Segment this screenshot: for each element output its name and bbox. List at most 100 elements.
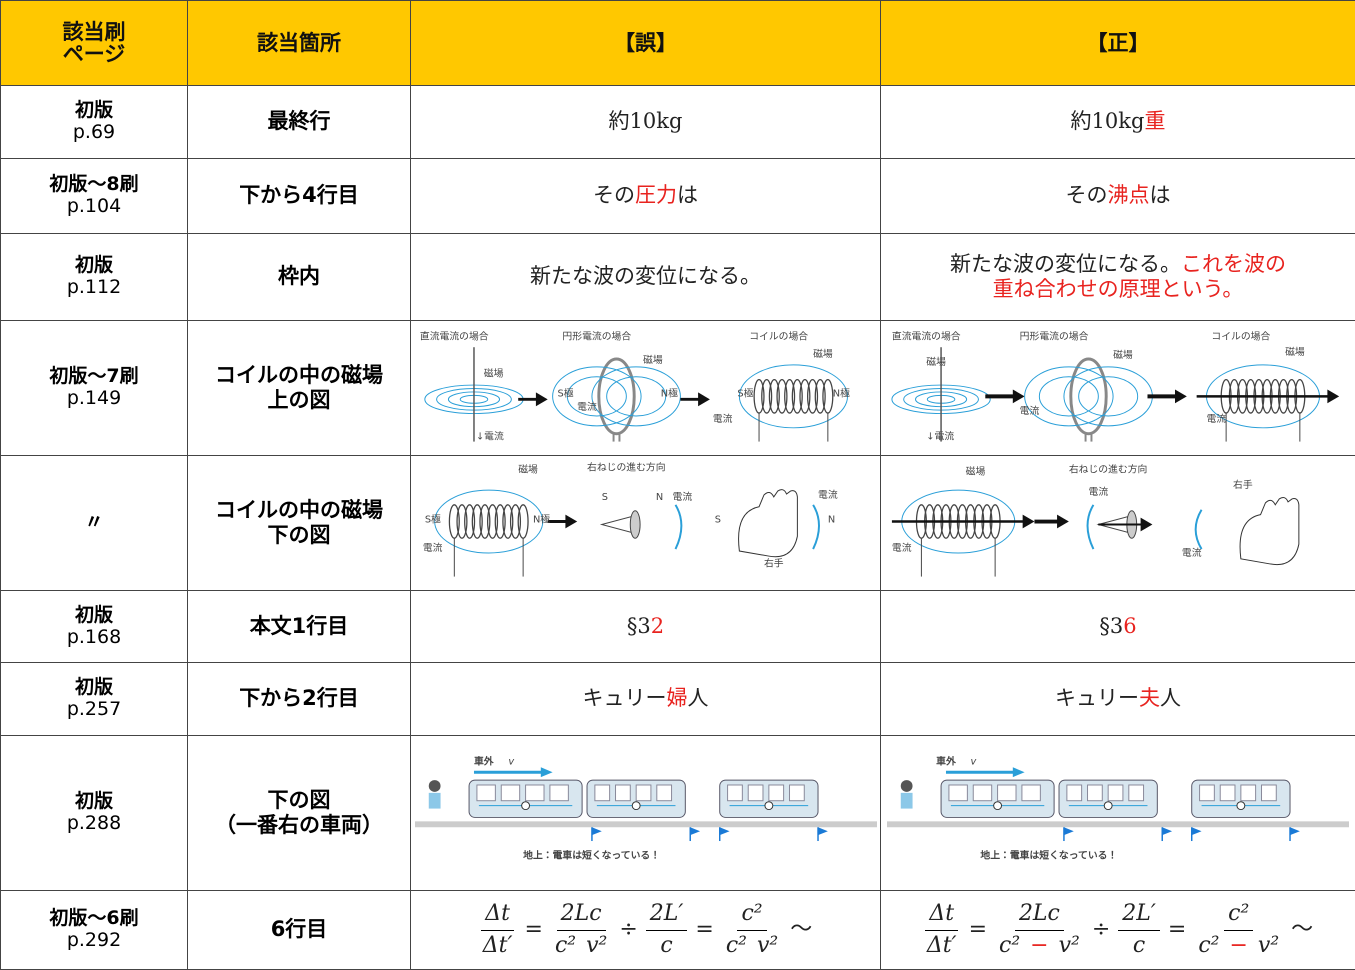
line: 下から4行目 [188,183,410,208]
figure-shape [601,516,630,532]
wrong-cell: その圧力は [411,159,881,234]
denominator: c [656,931,676,959]
text-segment: 約10kg [609,109,683,133]
operator: 〜 [1291,917,1313,943]
figure-shape [656,784,671,800]
figure-label: コイルの場合 [1211,329,1270,342]
page-line: p.149 [1,388,187,410]
figure-shape [525,784,543,800]
text-segment: c² [999,933,1020,959]
page-line: p.168 [1,627,187,649]
figure-shape [1108,784,1123,800]
figure-shape [1237,801,1245,809]
correct-cell: 約10kg重 [881,86,1355,159]
page-line: 初版 [1,677,187,699]
figure-shape [813,504,819,548]
line: 最終行 [188,109,410,134]
figure-shape [594,784,609,800]
text-segment: Δt′ [927,933,957,959]
figure-shape [1175,389,1187,403]
figure-shape [521,801,529,809]
figure-label: N極 [660,386,677,399]
figure-shape [1064,366,1152,425]
figure-shape [1023,514,1035,528]
line: 該当刷 [1,21,187,43]
figure-label: N極 [532,512,549,525]
figure-shape [632,801,640,809]
numerator: 2Lc [1015,901,1064,930]
figure-label: v [971,756,977,767]
location-cell: コイルの中の磁場上の図 [188,321,411,456]
operator: = [969,917,987,943]
fraction: 2L′c [646,901,688,959]
figure-label: 円形電流の場合 [1020,329,1089,342]
figure-label: N [827,514,834,525]
text-segment: 2Lc [1019,901,1060,926]
text-segment: 婦 [667,686,688,710]
wrong-cell: キュリー婦人 [411,663,881,736]
figure-shape [748,784,763,800]
correct-cell: その沸点は [881,159,1355,234]
text-segment: Δt [929,901,954,926]
operator: 〜 [790,917,812,943]
denominator: Δt′ [479,931,517,959]
fraction: 2L′c [1118,901,1160,959]
wrong-cell: §32 [411,591,881,663]
figure-shape [1022,784,1040,800]
text-segment: c² [1228,901,1249,926]
column-header: 【誤】 [411,1,881,86]
figure-label: 車外 [936,754,957,767]
denominator: Δt′ [923,931,961,959]
figure-label: 直流電流の場合 [892,329,961,342]
figure-shape [815,379,825,412]
figure-shape [591,827,601,835]
figure-label: S [601,491,607,502]
figure-shape [1262,784,1277,800]
figure-label: 電流 [672,490,692,502]
figure-shape [487,504,497,537]
figure-shape [1057,514,1069,528]
figure-shape [807,379,817,412]
text-segment: c² [726,933,747,959]
figure-shape [476,784,494,800]
text-segment: 人 [1160,686,1181,710]
correct-cell: 直流電流の場合磁場↓電流円形電流の場合磁場電流コイルの場合磁場電流 [881,321,1355,456]
figure-label: 磁場 [926,354,946,367]
figure-label: 電流 [1020,405,1040,417]
text-segment: は [1150,183,1171,207]
location-cell: 枠内 [188,234,411,321]
text-line: 重ね合わせの原理という。 [881,277,1355,302]
page-line: 初版〜8刷 [1,174,187,196]
figure-shape [549,784,567,800]
figure-shape [1067,784,1082,800]
figure-shape [510,504,520,537]
correct-cell: 新たな波の変位になる。これを波の重ね合わせの原理という。 [881,234,1355,321]
line: 【正】 [881,32,1355,54]
text-segment: 6 [1123,614,1136,638]
figure-shape [1064,827,1074,835]
location-cell: 下から4行目 [188,159,411,234]
figure-shape [789,784,804,800]
figure-shape [1241,784,1256,800]
line: 枠内 [188,264,410,289]
figure-shape [994,801,1002,809]
figure-shape [501,784,519,800]
figure-shape [792,379,802,412]
text-segment: c [1133,933,1145,959]
